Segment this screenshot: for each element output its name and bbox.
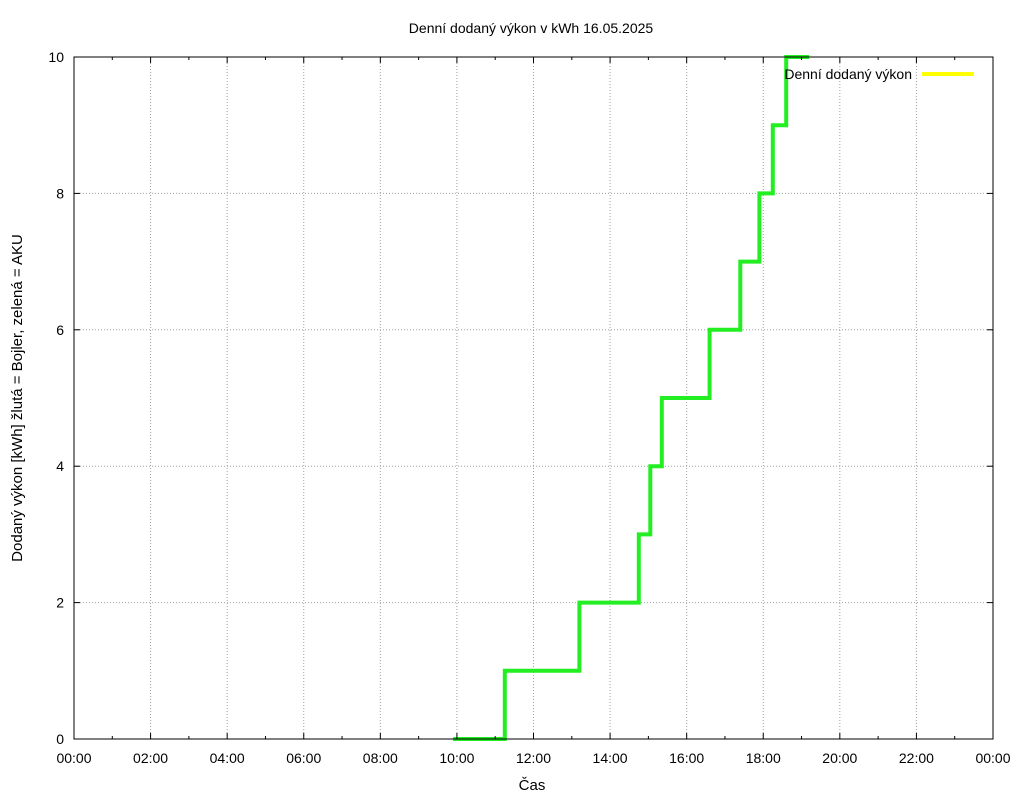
legend: Denní dodaný výkon	[784, 66, 974, 82]
grid-layer	[74, 57, 993, 739]
x-tick-label: 08:00	[363, 750, 398, 766]
y-tick-label: 8	[56, 185, 64, 201]
y-tick-label: 0	[56, 731, 64, 747]
x-tick-label: 00:00	[56, 750, 91, 766]
series-line-aku	[453, 55, 810, 741]
x-tick-label: 14:00	[593, 750, 628, 766]
y-tick-label: 6	[56, 322, 64, 338]
x-tick-label: 10:00	[439, 750, 474, 766]
x-tick-label: 22:00	[899, 750, 934, 766]
x-tick-label: 20:00	[822, 750, 857, 766]
chart-title: Denní dodaný výkon v kWh 16.05.2025	[409, 20, 654, 36]
x-tick-label: 12:00	[516, 750, 551, 766]
series-layer	[453, 55, 810, 741]
x-axis-label: Čas	[519, 777, 546, 794]
y-axis-label: Dodaný výkon [kWh] žlutá = Bojler, zelen…	[9, 234, 26, 562]
x-tick-label: 00:00	[975, 750, 1010, 766]
x-tick-label: 16:00	[669, 750, 704, 766]
x-tick-label: 18:00	[746, 750, 781, 766]
y-tick-label: 10	[48, 49, 64, 65]
x-tick-label: 04:00	[210, 750, 245, 766]
x-tick-label: 06:00	[286, 750, 321, 766]
y-tick-label: 4	[56, 458, 64, 474]
x-tick-label: 02:00	[133, 750, 168, 766]
y-tick-label: 2	[56, 595, 64, 611]
tick-layer: 00:00 02:00 04:00 06:00 08:00 10:00 12:00 14:00…	[48, 49, 1010, 766]
legend-label: Denní dodaný výkon	[784, 66, 912, 82]
